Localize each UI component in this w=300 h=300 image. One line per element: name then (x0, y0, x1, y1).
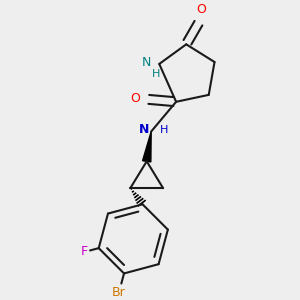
Text: O: O (130, 92, 140, 105)
Text: N: N (139, 123, 150, 136)
Text: H: H (152, 69, 160, 79)
Text: F: F (81, 245, 88, 259)
Polygon shape (142, 131, 151, 162)
Text: O: O (196, 3, 206, 16)
Text: N: N (142, 56, 152, 69)
Text: H: H (160, 125, 169, 135)
Text: Br: Br (112, 286, 126, 299)
